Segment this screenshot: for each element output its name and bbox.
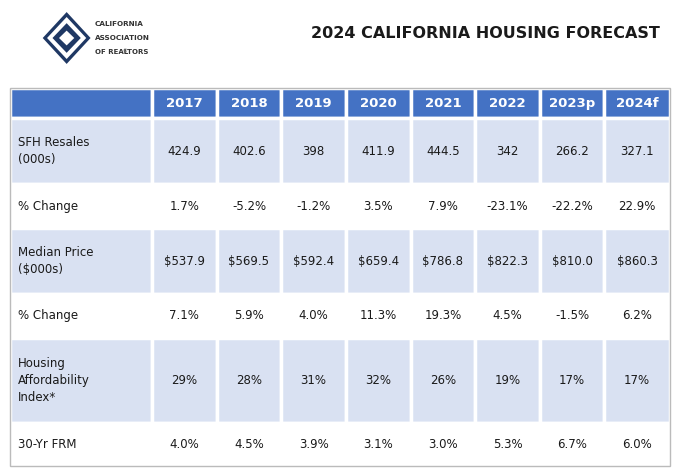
Text: ASSOCIATION: ASSOCIATION (95, 35, 150, 41)
Text: 31%: 31% (301, 374, 326, 387)
Text: $592.4: $592.4 (293, 255, 334, 267)
Text: 398: 398 (303, 145, 325, 158)
Polygon shape (52, 23, 81, 53)
Text: $810.0: $810.0 (551, 255, 592, 267)
Text: 28%: 28% (236, 374, 262, 387)
Text: 3.1%: 3.1% (363, 438, 393, 451)
Text: 7.1%: 7.1% (169, 310, 199, 323)
Text: 3.5%: 3.5% (363, 200, 393, 213)
Polygon shape (43, 12, 90, 64)
Text: 444.5: 444.5 (426, 145, 460, 158)
Text: $659.4: $659.4 (358, 255, 398, 267)
Text: $537.9: $537.9 (164, 255, 205, 267)
Text: 1.7%: 1.7% (169, 200, 199, 213)
Text: 4.5%: 4.5% (234, 438, 264, 451)
Text: 2021: 2021 (424, 96, 461, 110)
Text: -1.2%: -1.2% (296, 200, 330, 213)
Text: 411.9: 411.9 (361, 145, 395, 158)
Text: % Change: % Change (18, 310, 78, 323)
Text: $822.3: $822.3 (487, 255, 528, 267)
Polygon shape (47, 17, 86, 59)
Text: 4.5%: 4.5% (493, 310, 522, 323)
Text: 3.9%: 3.9% (299, 438, 328, 451)
Text: 4.0%: 4.0% (169, 438, 199, 451)
Text: 17%: 17% (559, 374, 585, 387)
Text: 6.7%: 6.7% (557, 438, 587, 451)
Text: 2024 CALIFORNIA HOUSING FORECAST: 2024 CALIFORNIA HOUSING FORECAST (311, 26, 660, 41)
Text: 2019: 2019 (295, 96, 332, 110)
Text: 30-Yr FRM: 30-Yr FRM (18, 438, 77, 451)
Text: 424.9: 424.9 (167, 145, 201, 158)
Text: -5.2%: -5.2% (232, 200, 266, 213)
Text: 6.2%: 6.2% (622, 310, 652, 323)
Text: 11.3%: 11.3% (360, 310, 397, 323)
Text: 19%: 19% (494, 374, 521, 387)
Text: 5.3%: 5.3% (493, 438, 522, 451)
Text: CALIFORNIA: CALIFORNIA (95, 21, 143, 27)
Text: 2024f: 2024f (616, 96, 658, 110)
Text: OF REALTORS: OF REALTORS (95, 49, 148, 55)
Text: 402.6: 402.6 (232, 145, 266, 158)
Text: -23.1%: -23.1% (487, 200, 528, 213)
Text: 19.3%: 19.3% (424, 310, 462, 323)
Text: $786.8: $786.8 (422, 255, 463, 267)
Text: SFH Resales
(000s): SFH Resales (000s) (18, 136, 90, 166)
Text: 2017: 2017 (166, 96, 203, 110)
Text: 266.2: 266.2 (556, 145, 589, 158)
Text: -22.2%: -22.2% (551, 200, 593, 213)
Text: 342: 342 (496, 145, 519, 158)
Polygon shape (59, 30, 74, 46)
Text: 22.9%: 22.9% (619, 200, 656, 213)
Text: 3.0%: 3.0% (428, 438, 458, 451)
Text: -1.5%: -1.5% (555, 310, 590, 323)
Text: 29%: 29% (171, 374, 197, 387)
Text: $569.5: $569.5 (228, 255, 269, 267)
Text: ®: ® (122, 49, 127, 54)
Text: 2023p: 2023p (549, 96, 595, 110)
Text: 6.0%: 6.0% (622, 438, 652, 451)
Text: 32%: 32% (365, 374, 391, 387)
Text: 2020: 2020 (360, 96, 396, 110)
Text: 17%: 17% (624, 374, 650, 387)
Text: Median Price
($000s): Median Price ($000s) (18, 246, 94, 276)
Text: Housing
Affordability
Index*: Housing Affordability Index* (18, 357, 90, 404)
Text: 4.0%: 4.0% (299, 310, 328, 323)
Text: 2022: 2022 (489, 96, 526, 110)
Text: 327.1: 327.1 (620, 145, 654, 158)
Text: 5.9%: 5.9% (234, 310, 264, 323)
Text: 26%: 26% (430, 374, 456, 387)
Text: 2018: 2018 (231, 96, 267, 110)
Text: 7.9%: 7.9% (428, 200, 458, 213)
Text: % Change: % Change (18, 200, 78, 213)
Text: $860.3: $860.3 (617, 255, 658, 267)
